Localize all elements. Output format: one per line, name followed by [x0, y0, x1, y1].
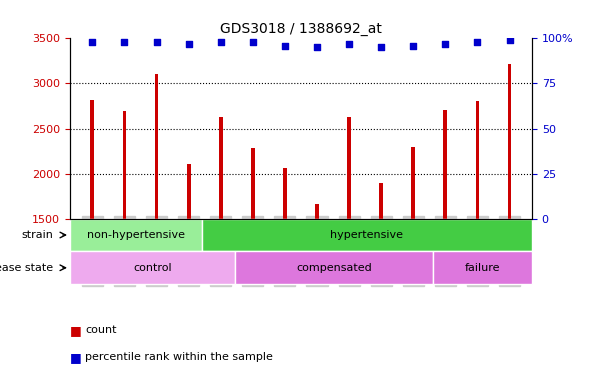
- Point: [312, 44, 322, 50]
- Text: control: control: [133, 263, 171, 273]
- Point: [505, 37, 514, 43]
- Point: [120, 39, 130, 45]
- Bar: [283, 168, 287, 354]
- Text: strain: strain: [21, 230, 54, 240]
- Bar: [235, 252, 433, 284]
- Bar: [202, 218, 532, 252]
- Bar: [433, 252, 532, 284]
- Point: [409, 43, 418, 49]
- Point: [88, 39, 97, 45]
- Text: hypertensive: hypertensive: [331, 230, 404, 240]
- Bar: [251, 148, 255, 354]
- Bar: [219, 117, 223, 354]
- Bar: [475, 101, 479, 354]
- Text: failure: failure: [465, 263, 500, 273]
- Text: count: count: [85, 325, 117, 335]
- Point: [344, 41, 354, 47]
- Text: non-hypertensive: non-hypertensive: [87, 230, 185, 240]
- Bar: [154, 74, 159, 354]
- Bar: [123, 111, 126, 354]
- Title: GDS3018 / 1388692_at: GDS3018 / 1388692_at: [220, 22, 382, 36]
- Bar: [379, 182, 383, 354]
- Point: [472, 39, 482, 45]
- Bar: [412, 147, 415, 354]
- Bar: [187, 164, 190, 354]
- Bar: [70, 252, 235, 284]
- Point: [216, 39, 226, 45]
- Bar: [70, 218, 202, 252]
- Text: disease state: disease state: [0, 263, 54, 273]
- Point: [376, 44, 386, 50]
- Bar: [443, 111, 447, 354]
- Bar: [315, 204, 319, 354]
- Text: ■: ■: [70, 324, 81, 337]
- Text: ■: ■: [70, 351, 81, 364]
- Text: percentile rank within the sample: percentile rank within the sample: [85, 352, 273, 362]
- Point: [440, 41, 450, 47]
- Bar: [91, 100, 94, 354]
- Text: compensated: compensated: [296, 263, 372, 273]
- Point: [152, 39, 162, 45]
- Point: [184, 41, 193, 47]
- Bar: [347, 117, 351, 354]
- Point: [280, 43, 290, 49]
- Bar: [508, 64, 511, 354]
- Point: [248, 39, 258, 45]
